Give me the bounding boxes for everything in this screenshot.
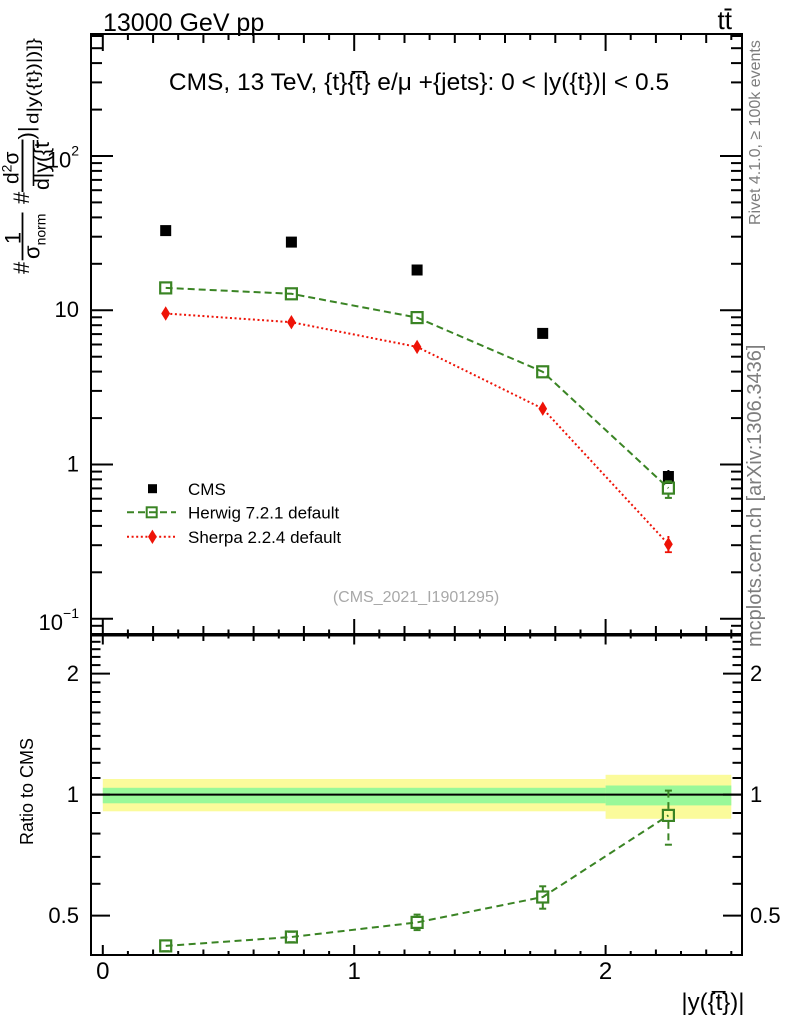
svg-text:#: # [9,261,34,274]
svg-text:0.5: 0.5 [48,903,79,928]
svg-text:0.5: 0.5 [750,903,781,928]
svg-text:d|y({t: d|y({t [31,142,54,190]
svg-text:13000 GeV pp: 13000 GeV pp [103,9,264,37]
svg-text:Herwig 7.2.1 default: Herwig 7.2.1 default [188,504,339,523]
svg-text:Ratio to CMS: Ratio to CMS [17,738,37,845]
svg-text:|y({t̅})|: |y({t̅})| [681,989,744,1016]
svg-text:1: 1 [1,232,26,244]
svg-text:(CMS_2021_I1901295): (CMS_2021_I1901295) [333,589,499,606]
svg-text:#: # [9,191,34,204]
svg-text:Sherpa 2.2.4 default: Sherpa 2.2.4 default [188,528,341,547]
svg-text:10: 10 [55,297,79,322]
svg-text:1: 1 [348,958,361,985]
svg-text:1: 1 [67,782,79,807]
svg-text:d2σ: d2σ [0,152,24,184]
svg-text:CMS: CMS [188,480,226,499]
svg-text:0: 0 [96,958,109,985]
svg-text:2: 2 [599,958,612,985]
svg-text:)|: )| [14,126,39,139]
svg-text:CMS, 13 TeV, {t}{t̅} e/μ +{jet: CMS, 13 TeV, {t}{t̅} e/μ +{jets}: 0 < |y… [169,69,669,96]
svg-text:mcplots.cern.ch [arXiv:1306.34: mcplots.cern.ch [arXiv:1306.3436] [744,345,766,647]
svg-text:1: 1 [67,452,79,477]
svg-text:2: 2 [67,661,79,686]
svg-text:1: 1 [750,782,762,807]
svg-text:Rivet 4.1.0, ≥ 100k events: Rivet 4.1.0, ≥ 100k events [747,40,764,225]
svg-text:2: 2 [750,661,762,686]
svg-text:tt: tt [718,5,733,35]
svg-text:d|y({t})|)]}: d|y({t})|)]} [25,37,43,124]
